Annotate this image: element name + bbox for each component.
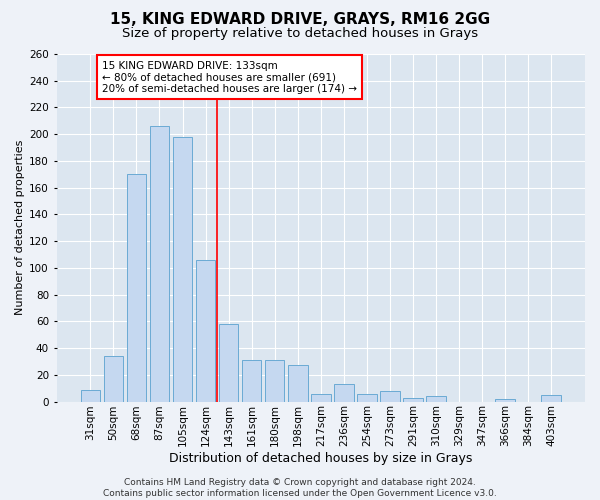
Bar [334,384,353,402]
Bar [403,398,423,402]
Text: 15, KING EDWARD DRIVE, GRAYS, RM16 2GG: 15, KING EDWARD DRIVE, GRAYS, RM16 2GG [110,12,490,28]
Text: Contains HM Land Registry data © Crown copyright and database right 2024.
Contai: Contains HM Land Registry data © Crown c… [103,478,497,498]
Bar [357,394,377,402]
Bar [426,396,446,402]
Bar [311,394,331,402]
Bar [149,126,169,402]
Bar [380,391,400,402]
Bar [242,360,262,402]
Bar [80,390,100,402]
Bar [496,399,515,402]
Bar [265,360,284,402]
Bar [288,366,308,402]
Bar [196,260,215,402]
Bar [541,395,561,402]
Text: Size of property relative to detached houses in Grays: Size of property relative to detached ho… [122,28,478,40]
X-axis label: Distribution of detached houses by size in Grays: Distribution of detached houses by size … [169,452,472,465]
Bar [127,174,146,402]
Bar [173,137,193,402]
Text: 15 KING EDWARD DRIVE: 133sqm
← 80% of detached houses are smaller (691)
20% of s: 15 KING EDWARD DRIVE: 133sqm ← 80% of de… [102,60,357,94]
Bar [219,324,238,402]
Bar [104,356,123,402]
Y-axis label: Number of detached properties: Number of detached properties [15,140,25,316]
